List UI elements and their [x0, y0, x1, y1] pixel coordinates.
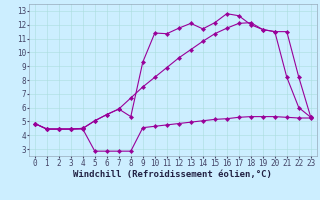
X-axis label: Windchill (Refroidissement éolien,°C): Windchill (Refroidissement éolien,°C): [73, 170, 272, 179]
